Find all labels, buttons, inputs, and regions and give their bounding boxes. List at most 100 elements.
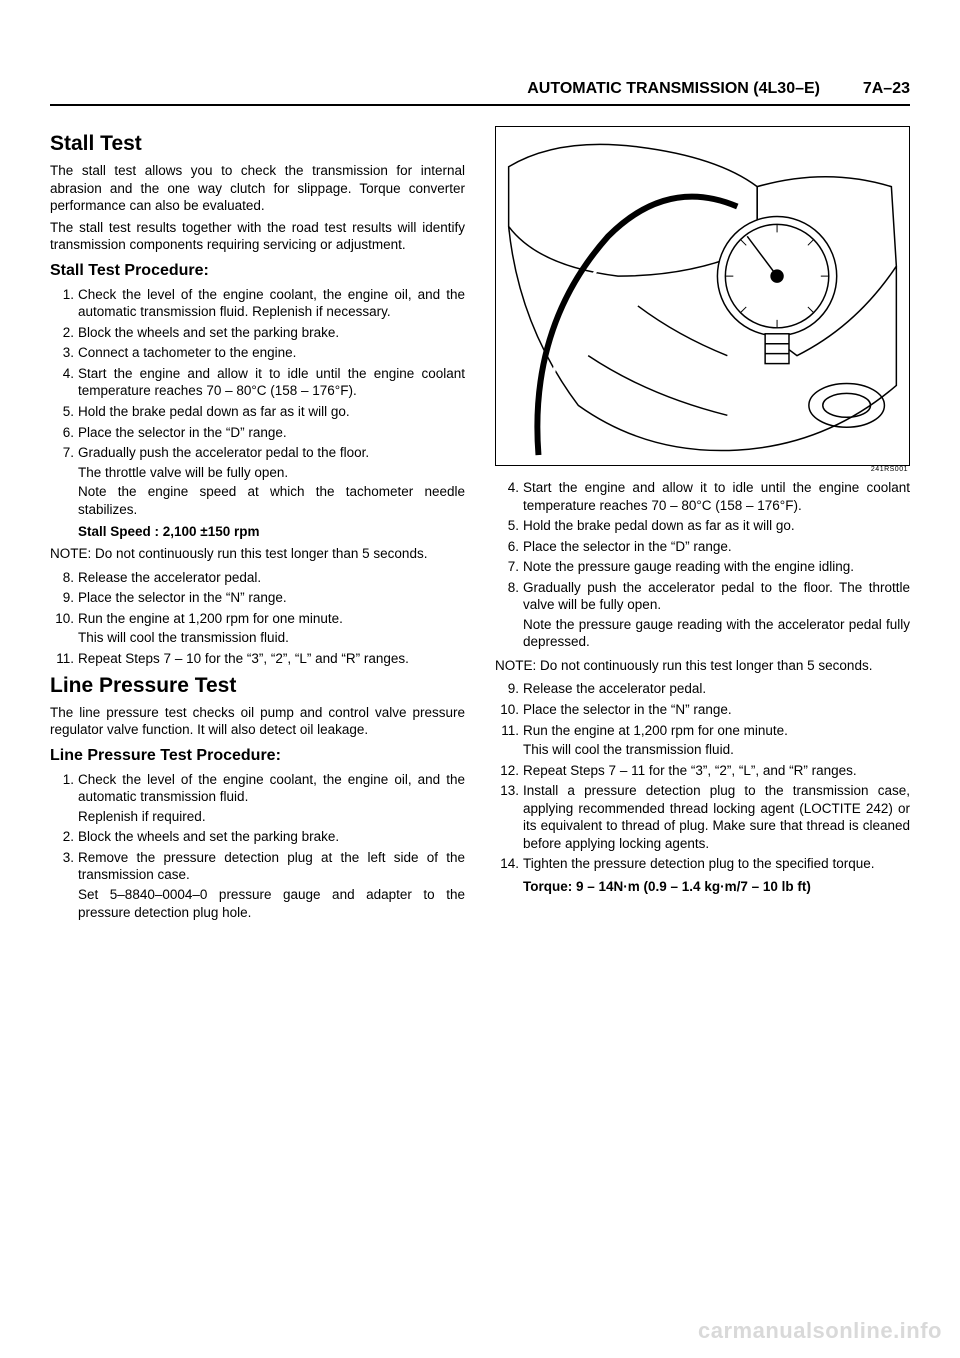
step-text: Run the engine at 1,200 rpm for one minu… bbox=[523, 723, 788, 738]
watermark: carmanualsonline.info bbox=[698, 1318, 942, 1344]
procedure-step: 4.Start the engine and allow it to idle … bbox=[50, 365, 465, 400]
procedure-step: 6.Place the selector in the “D” range. bbox=[495, 538, 910, 556]
step-text: Place the selector in the “D” range. bbox=[78, 425, 287, 440]
procedure-step: 3.Remove the pressure detection plug at … bbox=[50, 849, 465, 921]
step-text: Start the engine and allow it to idle un… bbox=[523, 480, 910, 513]
procedure-step: 9. Place the selector in the “N” range. bbox=[50, 589, 465, 607]
step-number: 12. bbox=[495, 762, 519, 780]
procedure-step: 14. Tighten the pressure detection plug t… bbox=[495, 855, 910, 873]
step-text: Start the engine and allow it to idle un… bbox=[78, 366, 465, 399]
step-number: 6. bbox=[50, 424, 74, 442]
procedure-step: 11.Repeat Steps 7 – 10 for the “3”, “2”,… bbox=[50, 650, 465, 668]
step-number: 14. bbox=[495, 855, 519, 873]
procedure-step: 4.Start the engine and allow it to idle … bbox=[495, 479, 910, 514]
procedure-step: 10.Run the engine at 1,200 rpm for one m… bbox=[50, 610, 465, 647]
line-pressure-intro: The line pressure test checks oil pump a… bbox=[50, 704, 465, 739]
procedure-step: 3. Connect a tachometer to the engine. bbox=[50, 344, 465, 362]
step-text: Repeat Steps 7 – 10 for the “3”, “2”, “L… bbox=[78, 651, 409, 666]
step-text: Check the level of the engine coolant, t… bbox=[78, 287, 465, 320]
step-text: Release the accelerator pedal. bbox=[78, 570, 261, 585]
procedure-step: 10. Place the selector in the “N” range. bbox=[495, 701, 910, 719]
line-pressure-sub-title: Line Pressure Test Procedure: bbox=[50, 747, 465, 765]
step-number: 11. bbox=[495, 722, 519, 740]
step-number: 4. bbox=[495, 479, 519, 497]
step-text: Gradually push the accelerator pedal to … bbox=[78, 445, 369, 460]
right-column: 241RS001 4.Start the engine and allow it… bbox=[495, 126, 910, 925]
page: AUTOMATIC TRANSMISSION (4L30–E) 7A–23 St… bbox=[0, 0, 960, 1358]
step-subtext: This will cool the transmission fluid. bbox=[78, 629, 465, 647]
step-number: 2. bbox=[50, 828, 74, 846]
stall-intro-2: The stall test results together with the… bbox=[50, 219, 465, 254]
right-steps-list-2: 9. Release the accelerator pedal. 10. Place… bbox=[495, 680, 910, 872]
stall-note: NOTE: Do not continuously run this test … bbox=[50, 545, 465, 563]
figure-caption: 241RS001 bbox=[495, 466, 908, 473]
step-subtext: The throttle valve will be fully open. bbox=[78, 464, 465, 482]
torque-spec: Torque: 9 – 14N·m (0.9 – 1.4 kg·m/7 – 10… bbox=[523, 879, 910, 894]
procedure-step: 1.Check the level of the engine coolant,… bbox=[50, 286, 465, 321]
step-number: 1. bbox=[50, 286, 74, 304]
step-text: Place the selector in the “N” range. bbox=[523, 702, 732, 717]
step-number: 13. bbox=[495, 782, 519, 800]
procedure-step: 13.Install a pressure detection plug to … bbox=[495, 782, 910, 852]
line-pressure-steps-list: 1.Check the level of the engine coolant,… bbox=[50, 771, 465, 921]
step-text: Remove the pressure detection plug at th… bbox=[78, 850, 465, 883]
procedure-step: 7. Gradually push the accelerator pedal t… bbox=[50, 444, 465, 518]
step-text: Place the selector in the “D” range. bbox=[523, 539, 732, 554]
step-subtext: Replenish if required. bbox=[78, 808, 465, 826]
page-header: AUTOMATIC TRANSMISSION (4L30–E) 7A–23 bbox=[50, 80, 910, 112]
step-number: 2. bbox=[50, 324, 74, 342]
step-text: Place the selector in the “N” range. bbox=[78, 590, 287, 605]
step-text: Note the pressure gauge reading with the… bbox=[523, 559, 854, 574]
left-column: Stall Test The stall test allows you to … bbox=[50, 126, 465, 925]
pressure-gauge-figure bbox=[495, 126, 910, 466]
header-title: AUTOMATIC TRANSMISSION (4L30–E) bbox=[527, 80, 820, 98]
right-note: NOTE: Do not continuously run this test … bbox=[495, 657, 910, 675]
page-number: 7A–23 bbox=[863, 80, 910, 98]
step-number: 5. bbox=[50, 403, 74, 421]
step-subtext: This will cool the transmission fluid. bbox=[523, 741, 910, 759]
step-number: 7. bbox=[50, 444, 74, 462]
procedure-step: 5.Hold the brake pedal down as far as it… bbox=[495, 517, 910, 535]
step-subtext: Set 5–8840–0004–0 pressure gauge and ada… bbox=[78, 886, 465, 921]
step-text: Tighten the pressure detection plug to t… bbox=[523, 856, 874, 871]
step-text: Repeat Steps 7 – 11 for the “3”, “2”, “L… bbox=[523, 763, 857, 778]
step-number: 8. bbox=[495, 579, 519, 597]
procedure-step: 12. Repeat Steps 7 – 11 for the “3”, “2”,… bbox=[495, 762, 910, 780]
step-text: Hold the brake pedal down as far as it w… bbox=[78, 404, 350, 419]
procedure-step: 11. Run the engine at 1,200 rpm for one m… bbox=[495, 722, 910, 759]
step-number: 5. bbox=[495, 517, 519, 535]
step-number: 10. bbox=[50, 610, 74, 628]
step-number: 10. bbox=[495, 701, 519, 719]
procedure-step: 1.Check the level of the engine coolant,… bbox=[50, 771, 465, 826]
procedure-step: 5. Hold the brake pedal down as far as it… bbox=[50, 403, 465, 421]
procedure-step: 8. Release the accelerator pedal. bbox=[50, 569, 465, 587]
procedure-step: 6. Place the selector in the “D” range. bbox=[50, 424, 465, 442]
stall-spec: Stall Speed : 2,100 ±150 rpm bbox=[78, 524, 465, 539]
step-number: 9. bbox=[495, 680, 519, 698]
step-number: 8. bbox=[50, 569, 74, 587]
step-text: Connect a tachometer to the engine. bbox=[78, 345, 296, 360]
step-text: Install a pressure detection plug to the… bbox=[523, 783, 910, 851]
step-text: Check the level of the engine coolant, t… bbox=[78, 772, 465, 805]
stall-steps-list-1: 1.Check the level of the engine coolant,… bbox=[50, 286, 465, 519]
step-number: 4. bbox=[50, 365, 74, 383]
right-steps-list-1: 4.Start the engine and allow it to idle … bbox=[495, 479, 910, 651]
line-pressure-title: Line Pressure Test bbox=[50, 674, 465, 698]
procedure-step: 8.Gradually push the accelerator pedal t… bbox=[495, 579, 910, 651]
step-subtext: Note the pressure gauge reading with the… bbox=[523, 616, 910, 651]
stall-sub-title: Stall Test Procedure: bbox=[50, 262, 465, 280]
step-text: Gradually push the accelerator pedal to … bbox=[523, 580, 910, 613]
step-number: 9. bbox=[50, 589, 74, 607]
step-number: 1. bbox=[50, 771, 74, 789]
step-text: Release the accelerator pedal. bbox=[523, 681, 706, 696]
step-number: 3. bbox=[50, 849, 74, 867]
step-subtext: Note the engine speed at which the tacho… bbox=[78, 483, 465, 518]
procedure-step: 9. Release the accelerator pedal. bbox=[495, 680, 910, 698]
header-rule bbox=[50, 104, 910, 106]
content-columns: Stall Test The stall test allows you to … bbox=[50, 126, 910, 925]
step-number: 3. bbox=[50, 344, 74, 362]
procedure-step: 2.Block the wheels and set the parking b… bbox=[50, 828, 465, 846]
step-number: 7. bbox=[495, 558, 519, 576]
procedure-step: 7. Note the pressure gauge reading with t… bbox=[495, 558, 910, 576]
procedure-step: 2.Block the wheels and set the parking b… bbox=[50, 324, 465, 342]
